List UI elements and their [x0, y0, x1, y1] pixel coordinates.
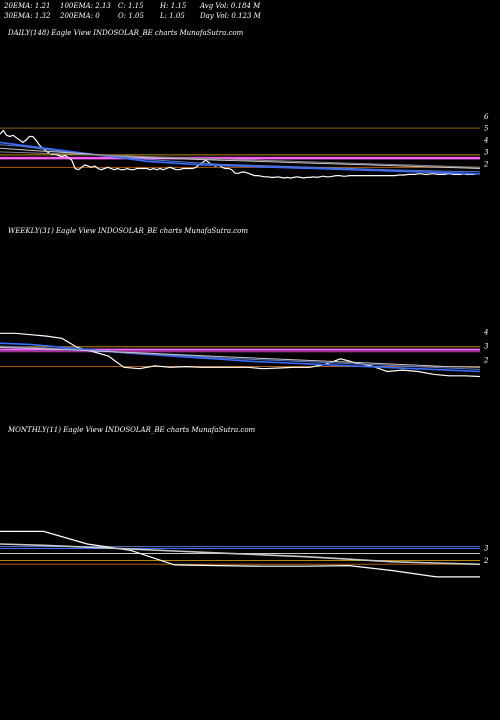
monthly-ema-line-1: [0, 543, 481, 566]
weekly-panel: 4 3 2: [0, 328, 489, 378]
monthly-panel: 32: [0, 530, 489, 578]
close-label: C: 1.15: [118, 2, 144, 10]
daily-ema-line-4: [0, 151, 481, 168]
ema30-label: 30EMA: 1.32: [4, 12, 51, 20]
ema20-label: 20EMA: 1.21: [4, 2, 51, 10]
daily-price-line: [0, 129, 480, 179]
daily-ema-line-3: [0, 147, 481, 169]
open-label: O: 1.05: [118, 12, 144, 20]
weekly-y-tick-4: 4: [483, 328, 488, 336]
monthly-price-line: [0, 530, 480, 578]
daily-panel-title: DAILY(148) Eagle View INDOSOLAR_BE chart…: [8, 29, 244, 37]
daily-panel: 6 5 4 3 2: [0, 113, 489, 179]
weekly-panel-title: WEEKLY(31) Eagle View INDOSOLAR_BE chart…: [8, 227, 249, 235]
daily-y-tick-6: 6: [484, 113, 489, 121]
weekly-price-line: [0, 332, 481, 378]
monthly-panel-title: MONTHLY(11) Eagle View INDOSOLAR_BE char…: [8, 426, 256, 434]
dayvol-label: Day Vol: 0.123 M: [200, 12, 261, 20]
monthly-y-tick-3: 3: [484, 544, 489, 552]
daily-y-tick-2: 2: [483, 160, 489, 168]
ema200-label: 200EMA: 0: [60, 12, 100, 20]
ema100-label: 100EMA: 2.13: [60, 2, 111, 10]
avgvol-label: Avg Vol: 0.184 M: [200, 2, 261, 10]
low-label: L: 1.05: [160, 12, 185, 20]
weekly-ema-line-1: [0, 342, 481, 373]
weekly-ema-line-3: [0, 347, 481, 368]
daily-y-tick-3: 3: [484, 148, 489, 156]
monthly-y-tick-2: 2: [483, 557, 489, 565]
high-label: H: 1.15: [160, 2, 187, 10]
daily-y-tick-4: 4: [483, 137, 488, 145]
weekly-y-tick-3: 3: [484, 343, 489, 351]
weekly-y-tick-2: 2: [483, 357, 489, 365]
daily-y-tick-5: 5: [484, 125, 489, 133]
